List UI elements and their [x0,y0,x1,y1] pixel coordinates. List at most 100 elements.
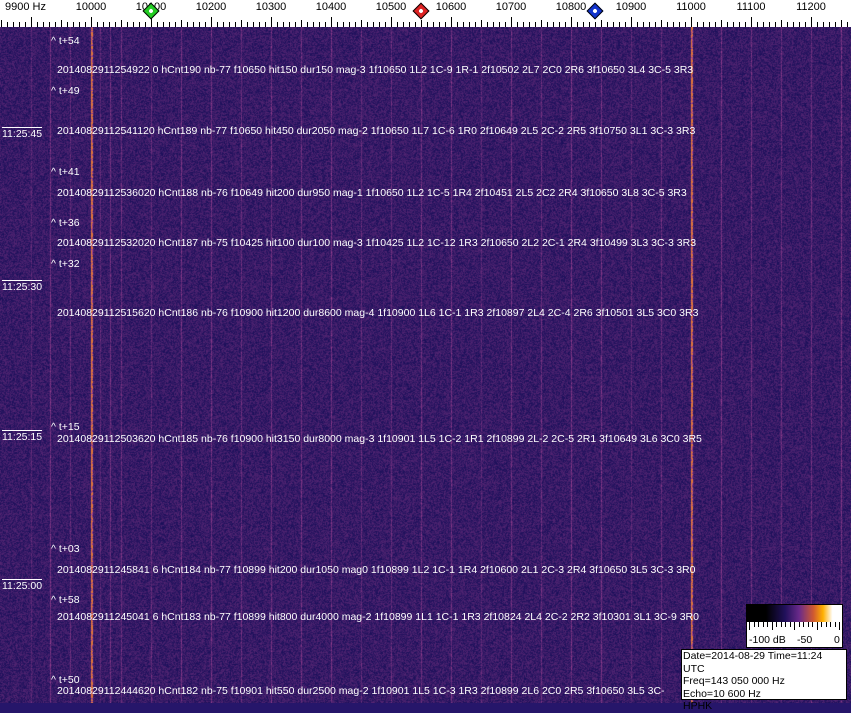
axis-tick [559,22,560,27]
axis-tick [61,20,62,27]
axis-tick [799,22,800,27]
axis-tick [235,22,236,27]
axis-tick [199,22,200,27]
axis-tick [697,22,698,27]
axis-tick-label: 10000 [75,1,107,13]
axis-tick [325,22,326,27]
colorbar-tick [825,622,827,627]
axis-tick [361,20,362,27]
axis-tick [31,17,32,27]
time-label: 11:25:00 [2,579,43,592]
axis-tick [91,17,92,27]
colorbar-tick [807,622,809,627]
axis-tick [109,22,110,27]
axis-tick [475,22,476,27]
axis-tick [433,22,434,27]
axis-tick-label: 11000 [676,1,706,13]
detection-record: 20140829112444620 hCnt182 nb-75 f10901 h… [57,685,665,697]
spectrogram [0,27,851,703]
axis-tick [667,22,668,27]
colorbar-tick [762,622,764,627]
axis-tick [7,22,8,27]
time-offset-label: ^ t+58 [51,594,80,606]
axis-tick [733,22,734,27]
axis-tick [139,22,140,27]
axis-tick [175,22,176,27]
time-label: 11:25:15 [2,430,43,443]
axis-tick [703,22,704,27]
axis-tick [331,17,332,27]
axis-tick [535,22,536,27]
axis-tick [133,22,134,27]
axis-tick [511,17,512,27]
axis-tick-label: 10400 [315,1,347,13]
axis-tick [673,22,674,27]
axis-tick-label: 11100 [736,1,766,13]
time-offset-label: ^ t+32 [51,258,80,270]
time-offset-label: ^ t+49 [51,85,80,97]
axis-tick [823,22,824,27]
axis-tick [349,22,350,27]
axis-tick [127,22,128,27]
axis-tick [289,22,290,27]
axis-tick [451,17,452,27]
axis-tick-label: 10900 [615,1,647,13]
axis-tick [493,22,494,27]
axis-tick [67,22,68,27]
blue-frequency-marker[interactable] [586,2,604,20]
axis-tick [397,22,398,27]
axis-tick-label: 11200 [796,1,826,13]
axis-tick [19,22,20,27]
axis-tick [313,22,314,27]
info-echo: Echo=10 600 Hz [683,687,761,700]
axis-tick [751,17,752,27]
axis-tick [595,22,596,27]
axis-tick [367,22,368,27]
time-offset-label: ^ t+50 [51,674,80,686]
axis-tick-label: 10300 [255,1,287,13]
axis-tick [577,22,578,27]
axis-tick [469,22,470,27]
axis-tick [685,22,686,27]
colorbar-tick [794,622,795,630]
axis-tick [145,22,146,27]
axis-tick [193,22,194,27]
axis-tick [781,20,782,27]
axis-tick [757,22,758,27]
colorbar-tick [830,622,831,627]
axis-tick [373,22,374,27]
time-offset-label: ^ t+15 [51,421,80,433]
axis-tick [589,22,590,27]
axis-tick [391,17,392,27]
axis-tick [85,22,86,27]
axis-tick [73,22,74,27]
colorbar-tick [767,622,768,627]
axis-tick [427,22,428,27]
axis-tick [541,20,542,27]
colorbar-tick [839,622,840,630]
axis-tick [523,22,524,27]
axis-tick [301,20,302,27]
colorbar-legend: -100 dB -50 0 [746,604,843,648]
detection-record: 20140829112541120 hCnt189 nb-77 f10650 h… [57,125,696,137]
axis-tick [607,22,608,27]
axis-tick [187,22,188,27]
axis-tick [613,22,614,27]
info-station: HPHK [683,700,713,712]
colorbar-label-min: -100 dB [749,634,786,646]
axis-tick [157,22,158,27]
frequency-axis: 9900 Hz 10000101001020010300104001050010… [0,0,851,27]
axis-tick [223,22,224,27]
axis-tick [229,22,230,27]
red-frequency-marker[interactable] [412,2,430,20]
axis-tick [241,20,242,27]
time-offset-label: ^ t+03 [51,543,80,555]
axis-tick [517,22,518,27]
axis-tick [565,22,566,27]
colorbar-tick [821,622,822,627]
axis-tick [259,22,260,27]
detection-record: 2014082911245841 6 hCnt184 nb-77 f10899 … [57,564,696,576]
colorbar-label-mid: -50 [797,634,813,646]
axis-tick [775,22,776,27]
axis-tick [787,22,788,27]
